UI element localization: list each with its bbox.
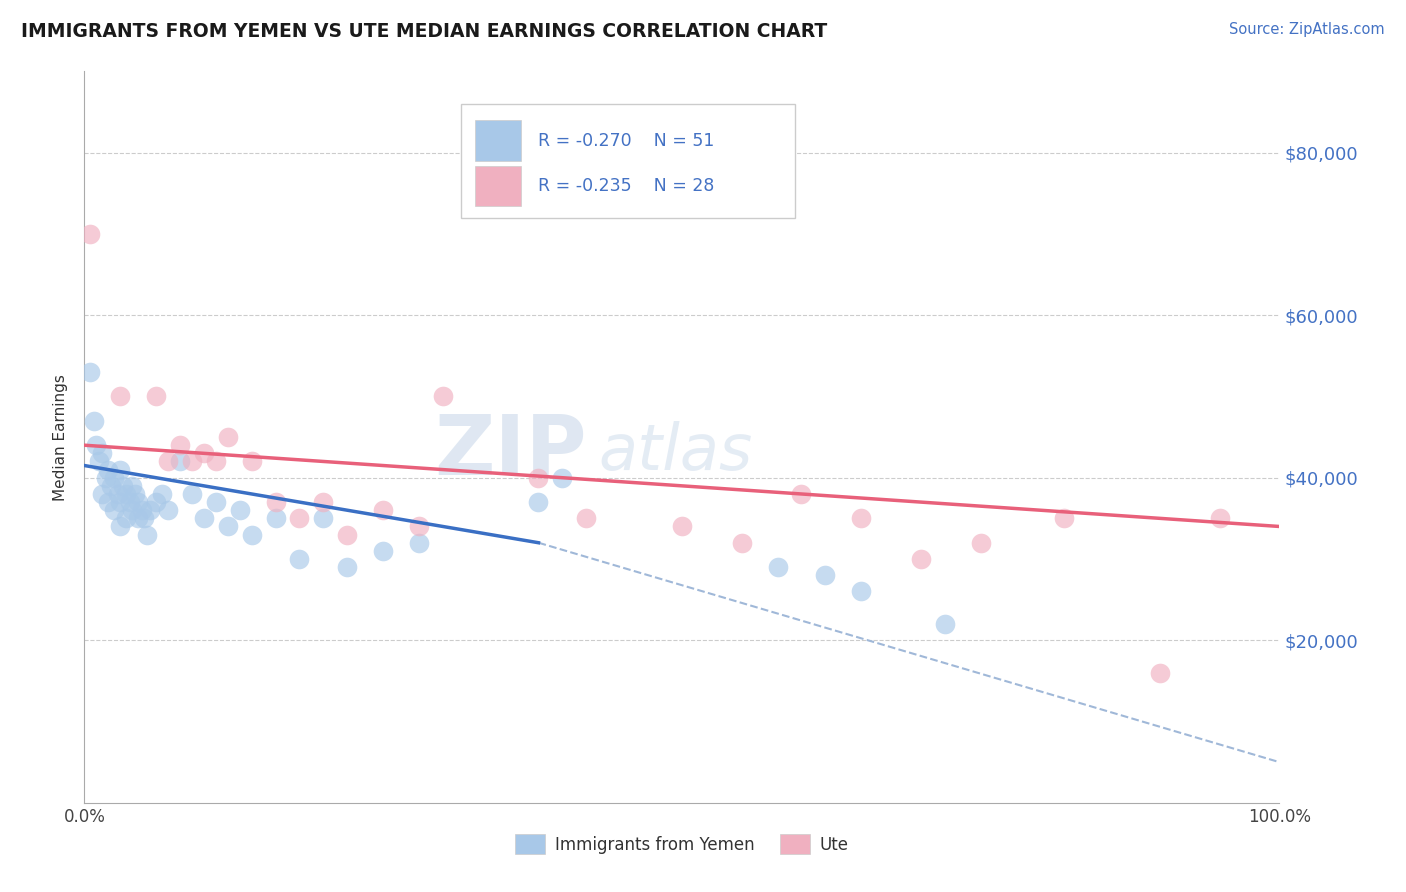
Point [150, 487, 173, 501]
Point [97, 495, 120, 509]
Point [79, 227, 101, 241]
Point [766, 560, 789, 574]
Point [851, 511, 873, 525]
Text: ZIP: ZIP [434, 411, 586, 492]
Point [169, 454, 191, 468]
Point [373, 503, 395, 517]
Point [169, 438, 191, 452]
Point [264, 511, 287, 525]
Point [145, 389, 167, 403]
Point [527, 471, 550, 485]
Point [83, 414, 105, 428]
Point [408, 535, 430, 549]
Point [910, 552, 932, 566]
FancyBboxPatch shape [475, 120, 520, 161]
Point [229, 503, 252, 517]
Point [205, 454, 228, 468]
Point [79, 365, 101, 379]
Point [118, 495, 141, 509]
Point [671, 519, 693, 533]
Text: R = -0.270    N = 51: R = -0.270 N = 51 [538, 131, 714, 150]
Point [851, 584, 873, 599]
Point [790, 487, 813, 501]
FancyBboxPatch shape [475, 166, 520, 206]
Point [127, 495, 149, 509]
Point [217, 519, 239, 533]
Legend: Immigrants from Yemen, Ute: Immigrants from Yemen, Ute [509, 828, 855, 860]
Point [288, 511, 311, 525]
Point [131, 503, 153, 517]
Text: Source: ZipAtlas.com: Source: ZipAtlas.com [1229, 22, 1385, 37]
Point [432, 389, 454, 403]
Point [814, 568, 837, 582]
Point [264, 495, 287, 509]
Point [240, 454, 263, 468]
Point [100, 479, 122, 493]
Point [110, 389, 132, 403]
Point [103, 471, 125, 485]
Point [111, 479, 134, 493]
Point [110, 462, 132, 476]
Point [193, 511, 215, 525]
Point [527, 495, 550, 509]
Point [145, 495, 167, 509]
Point [110, 519, 132, 533]
Point [1209, 511, 1232, 525]
Point [408, 519, 430, 533]
Point [121, 503, 143, 517]
Point [312, 511, 335, 525]
Point [86, 438, 108, 452]
Point [157, 503, 180, 517]
Point [181, 454, 204, 468]
Point [124, 487, 146, 501]
Point [240, 527, 263, 541]
Point [103, 503, 125, 517]
Point [115, 487, 138, 501]
Point [970, 535, 993, 549]
Point [288, 552, 311, 566]
Point [115, 511, 138, 525]
Point [127, 511, 149, 525]
Point [193, 446, 215, 460]
Point [91, 487, 114, 501]
Point [336, 560, 359, 574]
Point [107, 487, 129, 501]
Point [1149, 665, 1171, 680]
Point [97, 462, 120, 476]
FancyBboxPatch shape [461, 104, 796, 218]
Point [132, 511, 156, 525]
Point [217, 430, 239, 444]
Point [551, 471, 574, 485]
Point [135, 527, 157, 541]
Point [139, 503, 162, 517]
Text: IMMIGRANTS FROM YEMEN VS UTE MEDIAN EARNINGS CORRELATION CHART: IMMIGRANTS FROM YEMEN VS UTE MEDIAN EARN… [21, 22, 827, 41]
Point [110, 495, 132, 509]
Point [312, 495, 335, 509]
Point [1053, 511, 1076, 525]
Point [157, 454, 180, 468]
Text: R = -0.235    N = 28: R = -0.235 N = 28 [538, 177, 714, 195]
Point [121, 479, 143, 493]
Point [575, 511, 598, 525]
Point [91, 446, 114, 460]
Point [336, 527, 359, 541]
Point [373, 544, 395, 558]
Text: atlas: atlas [599, 421, 752, 483]
Point [731, 535, 754, 549]
Point [205, 495, 228, 509]
Point [87, 454, 110, 468]
Y-axis label: Median Earnings: Median Earnings [53, 374, 69, 500]
Point [181, 487, 204, 501]
Point [934, 617, 956, 632]
Point [94, 471, 117, 485]
